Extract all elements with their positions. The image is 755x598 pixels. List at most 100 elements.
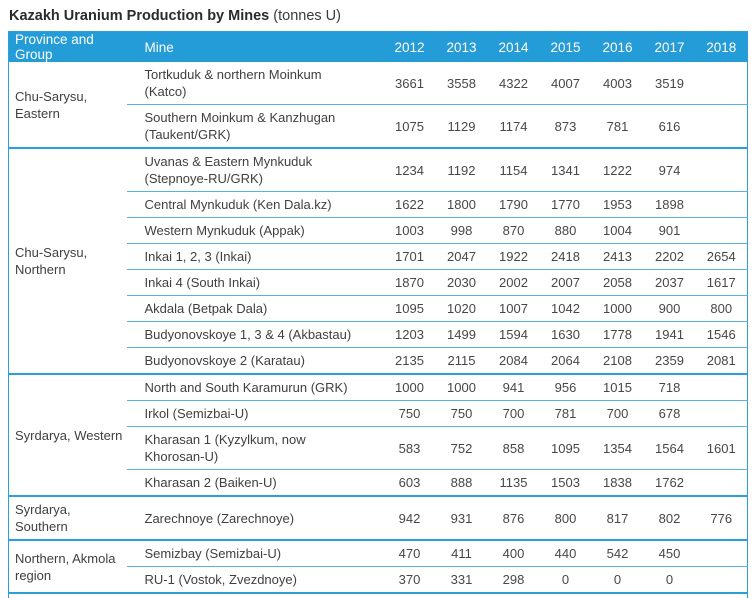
value-cell: 2084 <box>487 347 540 375</box>
total-value: 21,317 <box>384 593 436 598</box>
value-cell: 1941 <box>643 321 696 348</box>
col-header-year-2017: 2017 <box>643 31 696 62</box>
table-row: Kharasan 1 (Kyzylkum, now Khorosan-U) 58… <box>9 426 748 470</box>
table-row: Southern Moinkum & Kanzhugan (Taukent/GR… <box>9 104 748 149</box>
province-cell: Chu-Sarysu, Northern <box>8 148 127 375</box>
table-row: Syrdarya, Western North and South Karamu… <box>8 374 748 497</box>
value-cell: 370 <box>383 566 436 594</box>
value-cell: 331 <box>435 566 488 594</box>
value-cell: 2418 <box>539 243 592 270</box>
value-cell: 470 <box>383 540 436 567</box>
value-cell: 817 <box>591 496 644 541</box>
value-cell: 3661 <box>383 62 436 105</box>
value-cell: 2413 <box>591 243 644 270</box>
value-cell: 941 <box>487 374 540 401</box>
total-value: 23,607 <box>540 593 592 598</box>
mine-cell: Semizbay (Semizbai-U) <box>126 540 384 567</box>
value-cell: 1003 <box>383 217 436 244</box>
value-cell: 876 <box>487 496 540 541</box>
total-value: 23,127 <box>488 593 540 598</box>
value-cell <box>695 400 748 427</box>
col-header-year-2012: 2012 <box>383 31 436 62</box>
col-header-mine: Mine <box>126 31 384 62</box>
table-row: Inkai 1, 2, 3 (Inkai) 1701 2047 1922 241… <box>9 243 748 270</box>
mine-cell: Budyonovskoye 2 (Karatau) <box>126 347 384 375</box>
production-table: Province and Group Mine 2012 2013 2014 2… <box>8 31 748 598</box>
value-cell: 1762 <box>643 469 696 497</box>
mine-cell: Central Mynkuduk (Ken Dala.kz) <box>126 191 384 218</box>
value-cell <box>695 148 748 192</box>
value-cell: 1007 <box>487 295 540 322</box>
value-cell: 998 <box>435 217 488 244</box>
value-cell: 1701 <box>383 243 436 270</box>
value-cell: 1000 <box>591 295 644 322</box>
value-cell: 2064 <box>539 347 592 375</box>
province-cell: Syrdarya, Southern <box>8 496 127 541</box>
table-row: RU-1 (Vostok, Zvezdnoye) 370 331 298 0 0… <box>9 566 748 594</box>
value-cell <box>695 540 748 567</box>
value-cell: 542 <box>591 540 644 567</box>
value-cell: 750 <box>435 400 488 427</box>
province-cell: Syrdarya, Western <box>8 374 127 497</box>
total-value: 22,451 <box>436 593 488 598</box>
col-header-year-2013: 2013 <box>435 31 488 62</box>
value-cell <box>695 566 748 594</box>
value-cell: 1015 <box>591 374 644 401</box>
value-cell: 1778 <box>591 321 644 348</box>
value-cell: 440 <box>539 540 592 567</box>
table-row: Chu-Sarysu, Eastern Tortkuduk & northern… <box>8 62 748 149</box>
value-cell: 4007 <box>539 62 592 105</box>
mine-cell: Western Mynkuduk (Appak) <box>126 217 384 244</box>
value-cell: 1020 <box>435 295 488 322</box>
mine-cell: Uvanas & Eastern Mynkuduk (Stepnoye-RU/G… <box>126 148 384 192</box>
page-title-main: Kazakh Uranium Production by Mines <box>9 8 270 24</box>
mine-cell: Inkai 1, 2, 3 (Inkai) <box>126 243 384 270</box>
value-cell: 974 <box>643 148 696 192</box>
value-cell: 2037 <box>643 269 696 296</box>
value-cell: 2115 <box>435 347 488 375</box>
table-row: Central Mynkuduk (Ken Dala.kz) 1622 1800… <box>9 191 748 218</box>
value-cell: 1129 <box>435 104 488 149</box>
value-cell: 1075 <box>383 104 436 149</box>
value-cell: 2007 <box>539 269 592 296</box>
value-cell: 901 <box>643 217 696 244</box>
page-title: Kazakh Uranium Production by Mines (tonn… <box>9 8 755 24</box>
value-cell: 1234 <box>383 148 436 192</box>
value-cell: 2202 <box>643 243 696 270</box>
value-cell: 1499 <box>435 321 488 348</box>
mine-cell: North and South Karamurun (GRK) <box>126 374 384 401</box>
total-row: TOTAL 21,317 22,451 23,127 23,607 24,586… <box>9 593 748 598</box>
value-cell: 700 <box>591 400 644 427</box>
total-value: 24,586 <box>592 593 644 598</box>
value-cell: 1770 <box>539 191 592 218</box>
value-cell: 956 <box>539 374 592 401</box>
value-cell: 1095 <box>539 426 592 470</box>
value-cell <box>695 104 748 149</box>
mine-cell: Zarechnoye (Zarechnoye) <box>126 496 384 541</box>
value-cell: 800 <box>539 496 592 541</box>
col-header-year-2014: 2014 <box>487 31 540 62</box>
table-row: Syrdarya, Southern Zarechnoye (Zarechnoy… <box>8 496 748 541</box>
value-cell: 2058 <box>591 269 644 296</box>
province-cell: Northern, Akmola region <box>8 540 127 594</box>
mine-cell: Southern Moinkum & Kanzhugan (Taukent/GR… <box>126 104 384 149</box>
value-cell: 1594 <box>487 321 540 348</box>
value-cell: 1622 <box>383 191 436 218</box>
value-cell: 603 <box>383 469 436 497</box>
col-header-year-2015: 2015 <box>539 31 592 62</box>
value-cell: 1953 <box>591 191 644 218</box>
value-cell: 1838 <box>591 469 644 497</box>
value-cell: 1898 <box>643 191 696 218</box>
value-cell: 3519 <box>643 62 696 105</box>
value-cell: 2030 <box>435 269 488 296</box>
table-row: Budyonovskoye 1, 3 & 4 (Akbastau) 1203 1… <box>9 321 748 348</box>
value-cell: 4003 <box>591 62 644 105</box>
value-cell: 1004 <box>591 217 644 244</box>
value-cell: 1922 <box>487 243 540 270</box>
value-cell: 1870 <box>383 269 436 296</box>
table-header-row: Province and Group Mine 2012 2013 2014 2… <box>8 31 748 62</box>
value-cell: 1546 <box>695 321 748 348</box>
value-cell: 2135 <box>383 347 436 375</box>
mine-cell: Budyonovskoye 1, 3 & 4 (Akbastau) <box>126 321 384 348</box>
